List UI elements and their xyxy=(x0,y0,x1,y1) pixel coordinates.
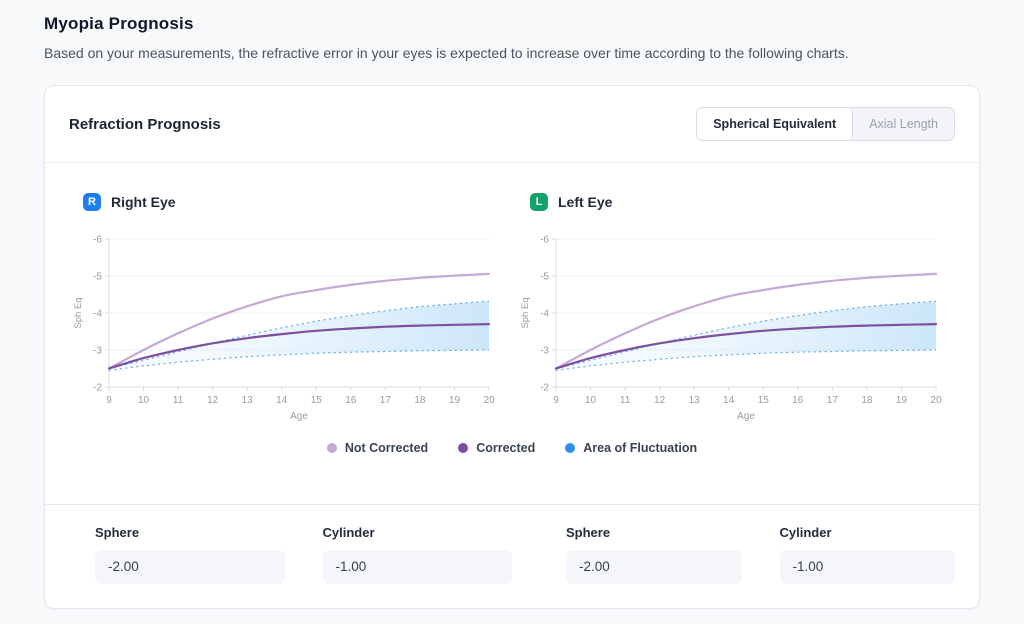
svg-text:12: 12 xyxy=(654,395,666,406)
toggle-axial-length[interactable]: Axial Length xyxy=(869,117,938,131)
sphere-value-input[interactable]: -2.00 xyxy=(566,550,742,584)
svg-text:-3: -3 xyxy=(540,346,549,357)
card-header: Refraction Prognosis Spherical Equivalen… xyxy=(45,86,979,163)
svg-text:17: 17 xyxy=(380,395,392,406)
left-eye-header: L Left Eye xyxy=(530,193,955,211)
cylinder-value-input[interactable]: -1.00 xyxy=(322,550,512,584)
svg-text:14: 14 xyxy=(276,395,288,406)
chart-mode-toggle: Spherical Equivalent Axial Length xyxy=(696,107,955,141)
sphere-value-input[interactable]: -2.00 xyxy=(95,550,285,584)
right-cylinder-field: Cylinder -1.00 xyxy=(322,525,512,584)
svg-text:-2: -2 xyxy=(93,383,102,394)
fluctuation-dot-icon xyxy=(565,443,576,453)
left-eye-chart: -6 -5 -4 -3 -2 9 10 11 12 13 14 15 16 17 18 19 20 Age Sph … xyxy=(520,235,942,423)
right-eye-title: Right Eye xyxy=(111,194,176,210)
svg-text:-4: -4 xyxy=(540,309,549,320)
svg-text:-5: -5 xyxy=(93,272,102,283)
card-title: Refraction Prognosis xyxy=(69,115,221,133)
legend-label: Not Corrected xyxy=(344,441,429,455)
svg-text:10: 10 xyxy=(585,395,597,406)
left-eye-title: Left Eye xyxy=(558,194,613,210)
svg-text:15: 15 xyxy=(311,395,323,406)
legend-label: Corrected xyxy=(476,441,536,455)
svg-text:13: 13 xyxy=(689,395,701,406)
page-subtitle: Based on your measurements, the refracti… xyxy=(44,45,849,61)
svg-text:12: 12 xyxy=(207,395,219,406)
svg-text:10: 10 xyxy=(138,395,150,406)
svg-text:17: 17 xyxy=(827,395,839,406)
left-cylinder-field: Cylinder -1.00 xyxy=(779,525,955,584)
charts-row: R Right Eye -6 -5 -4 -3 -2 9 10 11 12 13 14 15 16 17 1… xyxy=(65,187,959,427)
svg-text:18: 18 xyxy=(861,395,873,406)
right-eye-header: R Right Eye xyxy=(83,193,508,211)
svg-text:20: 20 xyxy=(483,395,495,406)
svg-text:19: 19 xyxy=(449,395,461,406)
legend-item-corrected: Corrected xyxy=(458,441,535,455)
svg-text:16: 16 xyxy=(345,395,357,406)
svg-text:20: 20 xyxy=(930,395,942,406)
charts-section: R Right Eye -6 -5 -4 -3 -2 9 10 11 12 13 14 15 16 17 1… xyxy=(45,163,979,504)
left-eye-badge-icon: L xyxy=(530,193,548,211)
svg-text:11: 11 xyxy=(620,395,631,406)
right-eye-badge-icon: R xyxy=(83,193,101,211)
right-eye-panel: R Right Eye -6 -5 -4 -3 -2 9 10 11 12 13 14 15 16 17 1… xyxy=(65,187,512,427)
card-footer: Sphere -2.00 Cylinder -1.00 Sphere -2.00… xyxy=(45,504,979,608)
left-sphere-field: Sphere -2.00 xyxy=(566,525,742,584)
left-eye-panel: L Left Eye -6 -5 -4 -3 -2 9 10 11 12 13 14 15 16 17 18… xyxy=(512,187,959,427)
myopia-prognosis-page: Myopia Prognosis Based on your measureme… xyxy=(44,14,980,609)
page-title: Myopia Prognosis xyxy=(44,14,194,33)
svg-text:Sph Eq: Sph Eq xyxy=(73,297,84,328)
svg-text:-2: -2 xyxy=(540,383,549,394)
svg-text:13: 13 xyxy=(242,395,254,406)
sphere-label: Sphere xyxy=(566,525,611,540)
legend-label: Area of Fluctuation xyxy=(583,441,698,455)
svg-text:-3: -3 xyxy=(93,346,102,357)
legend-item-area-of-fluctuation: Area of Fluctuation xyxy=(565,441,697,455)
legend-item-not-corrected: Not Corrected xyxy=(326,441,429,455)
svg-text:14: 14 xyxy=(723,395,735,406)
cylinder-label: Cylinder xyxy=(322,525,375,540)
svg-text:-5: -5 xyxy=(540,272,549,283)
svg-text:9: 9 xyxy=(553,395,559,406)
svg-text:Age: Age xyxy=(290,411,308,422)
svg-text:19: 19 xyxy=(896,395,908,406)
svg-text:-6: -6 xyxy=(93,235,102,246)
refraction-prognosis-card: Refraction Prognosis Spherical Equivalen… xyxy=(44,85,980,609)
right-eye-values: Sphere -2.00 Cylinder -1.00 xyxy=(69,525,512,584)
cylinder-label: Cylinder xyxy=(779,525,832,540)
right-eye-chart: -6 -5 -4 -3 -2 9 10 11 12 13 14 15 16 17 18 19 20 Age Sph … xyxy=(73,235,495,423)
svg-text:-6: -6 xyxy=(540,235,549,246)
toggle-spherical-equivalent[interactable]: Spherical Equivalent xyxy=(697,108,854,140)
svg-text:15: 15 xyxy=(758,395,770,406)
not-corrected-dot-icon xyxy=(326,443,337,453)
right-sphere-field: Sphere -2.00 xyxy=(95,525,285,584)
corrected-dot-icon xyxy=(458,443,469,453)
svg-text:-4: -4 xyxy=(93,309,102,320)
svg-text:18: 18 xyxy=(414,395,426,406)
svg-text:Age: Age xyxy=(737,411,755,422)
svg-text:11: 11 xyxy=(173,395,184,406)
sphere-label: Sphere xyxy=(95,525,140,540)
svg-text:16: 16 xyxy=(792,395,804,406)
svg-text:9: 9 xyxy=(106,395,112,406)
left-eye-values: Sphere -2.00 Cylinder -1.00 xyxy=(512,525,955,584)
cylinder-value-input[interactable]: -1.00 xyxy=(779,550,955,584)
svg-text:Sph Eq: Sph Eq xyxy=(520,297,531,328)
chart-legend: Not Corrected Corrected Area of Fluctuat… xyxy=(65,441,959,455)
